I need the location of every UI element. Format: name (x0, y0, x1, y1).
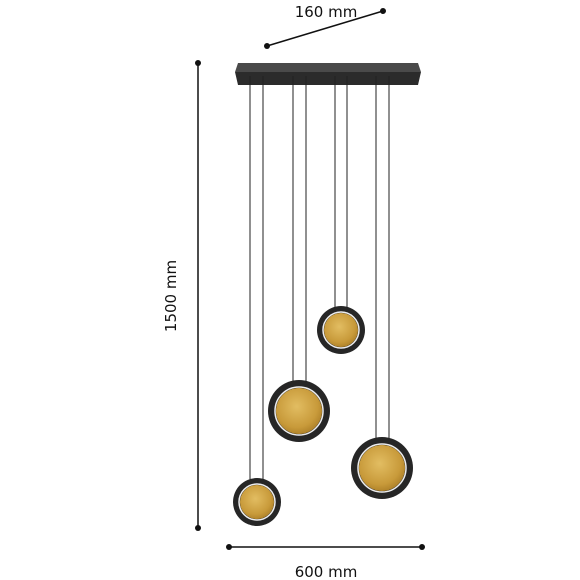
pendant (351, 437, 413, 499)
depth-dimension: 160 mm (264, 3, 386, 49)
pendant (317, 306, 365, 354)
wires (249, 76, 390, 484)
pendant (268, 380, 330, 442)
depth-label: 160 mm (295, 3, 358, 21)
width-dimension: 600 mm (226, 544, 425, 580)
canopy (235, 63, 421, 85)
height-dimension: 1500 mm (162, 60, 201, 531)
pendant (233, 478, 281, 526)
width-label: 600 mm (295, 563, 358, 580)
height-label: 1500 mm (162, 260, 180, 332)
